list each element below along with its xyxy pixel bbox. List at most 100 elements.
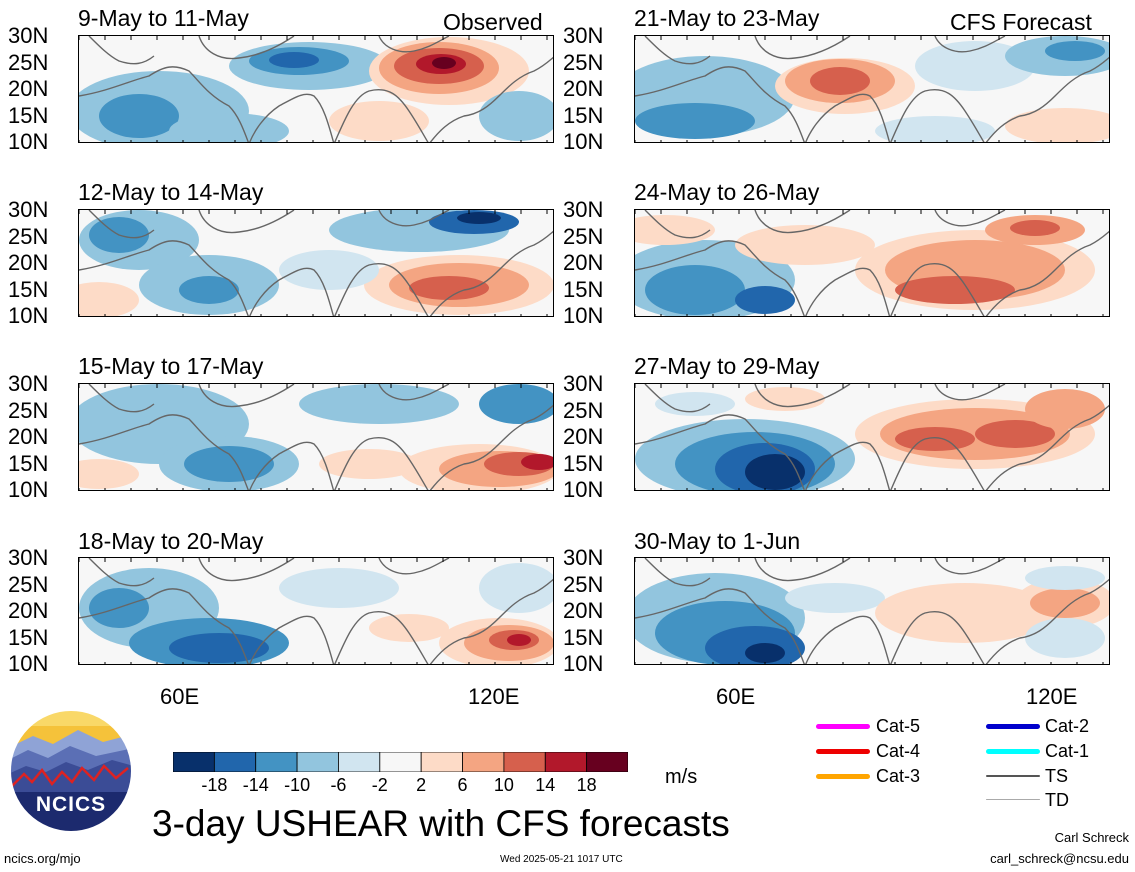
lat-label-20n: 20N [8, 76, 49, 101]
colorbar-tick-label: 14 [535, 775, 556, 795]
lat-label-30n: 30N [8, 197, 49, 222]
shear-contour [895, 427, 975, 451]
panel-title-7: 18-May to 20-May [78, 528, 264, 554]
lat-label-30n: 30N [8, 545, 49, 570]
shear-contour [645, 265, 745, 315]
shear-contour [1025, 389, 1105, 429]
lat-label-25n: 25N [563, 571, 604, 597]
coastline [644, 36, 1006, 65]
colorbar-swatch [296, 752, 339, 772]
shear-contour [369, 614, 449, 642]
shear-contour [479, 91, 553, 141]
lat-label-10n: 10N [8, 477, 49, 502]
legend-label-cat3: Cat-3 [876, 766, 921, 786]
legend-label-cat2: Cat-2 [1045, 716, 1090, 736]
forecast-label: CFS Forecast [950, 9, 1092, 35]
lat-label-10n: 10N [8, 651, 49, 676]
lat-label-25n: 25N [563, 223, 604, 249]
lat-label-30n: 30N [8, 23, 49, 48]
shear-contour [507, 634, 531, 646]
legend-line-cat4 [816, 749, 870, 754]
shear-contour [521, 454, 553, 470]
shear-contour [745, 643, 785, 663]
map-panel-1 [78, 35, 554, 143]
coastline [635, 56, 1109, 142]
shear-contour [810, 67, 870, 95]
lat-label-25n: 25N [8, 571, 49, 597]
shear-contour [169, 633, 269, 663]
legend-line-ts [986, 775, 1040, 777]
shear-contour [655, 392, 735, 416]
panel-title-5: 15-May to 17-May [78, 353, 264, 379]
shear-contour [299, 384, 459, 424]
coastline [79, 578, 553, 664]
panel-title-6: 27-May to 29-May [634, 353, 820, 379]
shear-contour [1045, 41, 1105, 61]
shear-contour [875, 583, 1055, 643]
shear-contour [635, 103, 755, 139]
lat-label-10n: 10N [563, 129, 604, 154]
lat-label-30n: 30N [563, 371, 604, 396]
lat-label-15n: 15N [8, 450, 49, 476]
shear-contour [169, 113, 289, 142]
units-label: m/s [665, 766, 698, 788]
lon-label-60e-right: 60E [716, 684, 756, 709]
lat-label-15n: 15N [8, 276, 49, 302]
colorbar-tick-label: -14 [242, 775, 269, 795]
shear-contour [975, 420, 1055, 448]
shear-contour [319, 449, 419, 479]
shear-contour [1025, 566, 1105, 590]
shear-contour [457, 212, 501, 224]
shear-contour [735, 286, 795, 314]
map-panel-2 [634, 35, 1110, 143]
coastline [79, 404, 553, 490]
colorbar-tick-label: 18 [576, 775, 597, 795]
coastline [644, 210, 1006, 239]
lat-label-25n: 25N [563, 49, 604, 75]
shear-contour [409, 276, 489, 300]
shear-contour [745, 454, 805, 490]
panel-title-4: 24-May to 26-May [634, 179, 820, 205]
coastline [644, 384, 1006, 413]
shear-contour [1005, 108, 1109, 142]
coastline [88, 558, 450, 587]
lat-label-10n: 10N [8, 129, 49, 154]
map-panel-6 [634, 383, 1110, 491]
panel-title-2: 21-May to 23-May [634, 5, 820, 31]
colorbar-swatch [213, 752, 257, 772]
colorbar [173, 752, 628, 772]
panel-title-1: 9-May to 11-May [78, 5, 249, 31]
colorbar-tick-label: 10 [493, 775, 514, 795]
shear-contour [279, 250, 379, 290]
shear-contour [1025, 618, 1105, 658]
coastline [88, 384, 450, 413]
coastline [635, 404, 1109, 490]
lat-label-20n: 20N [563, 250, 604, 275]
shear-contour [479, 384, 553, 424]
shear-contour [79, 459, 139, 489]
lat-label-10n: 10N [563, 477, 604, 502]
colorbar-tick-label: 2 [416, 775, 427, 795]
shear-contour [735, 225, 875, 265]
colorbar-swatch [462, 752, 505, 772]
logo-text: NCICS [35, 793, 107, 816]
shear-contour [279, 568, 399, 608]
legend-label-td: TD [1045, 790, 1069, 810]
coastline [79, 230, 553, 316]
lat-label-15n: 15N [8, 624, 49, 650]
colorbar-swatch [544, 752, 588, 772]
lat-label-20n: 20N [8, 250, 49, 275]
lat-label-20n: 20N [563, 76, 604, 101]
map-panel-4 [634, 209, 1110, 317]
shear-contour [99, 94, 179, 138]
lat-label-30n: 30N [563, 545, 604, 570]
shear-contour [479, 563, 553, 613]
colorbar-tick-label: 6 [457, 775, 468, 795]
main-title: 3-day USHEAR with CFS forecasts [152, 803, 730, 844]
lat-label-15n: 15N [8, 102, 49, 128]
lat-label-25n: 25N [8, 49, 49, 75]
footer-email: carl_schreck@ncsu.edu [990, 851, 1129, 866]
lat-label-20n: 20N [8, 598, 49, 623]
lat-label-30n: 30N [563, 23, 604, 48]
shear-contour [1010, 220, 1060, 236]
